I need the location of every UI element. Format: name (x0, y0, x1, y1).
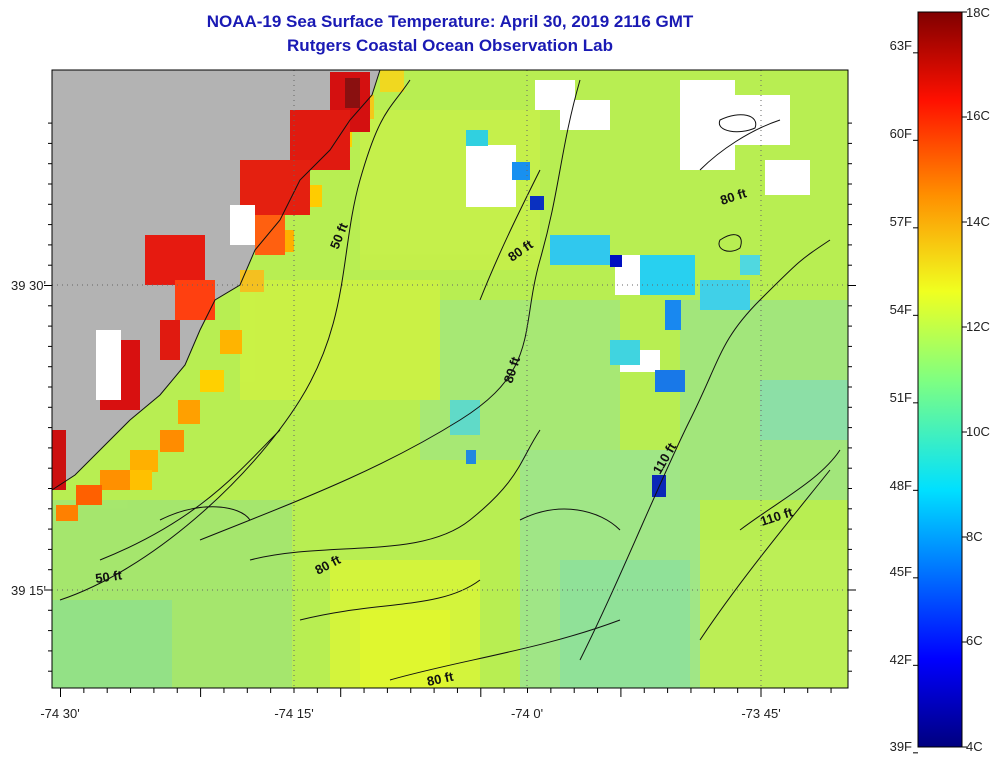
lat-label: 39 30' (11, 278, 46, 293)
cold-water-patches (450, 130, 760, 497)
graticule (52, 70, 848, 688)
cloud-mask (96, 80, 810, 400)
colorbar-f-label: 39F (890, 739, 912, 754)
contour-label: 80 ft (426, 669, 456, 689)
colorbar-c-label: 16C (966, 108, 990, 123)
colorbar-c-label: 6C (966, 633, 983, 648)
colorbar-f-label: 51F (890, 390, 912, 405)
map-subtitle: Rutgers Coastal Ocean Observation Lab (287, 36, 613, 55)
colorbar-c-label: 14C (966, 214, 990, 229)
lat-label: 39 15' (11, 583, 46, 598)
colorbar-f-label: 42F (890, 652, 912, 667)
colorbar-f-label: 60F (890, 126, 912, 141)
lon-label: -74 0' (511, 706, 543, 721)
colorbar-c-label: 18C (966, 5, 990, 20)
colorbar-c-label: 4C (966, 739, 983, 754)
colorbar-c-label: 10C (966, 424, 990, 439)
colorbar-c-label: 8C (966, 529, 983, 544)
map-frame (51, 69, 849, 689)
temperature-field (52, 110, 848, 688)
contour-label: 50 ft (94, 567, 123, 586)
map-title: NOAA-19 Sea Surface Temperature: April 3… (206, 12, 694, 31)
colorbar-f-label: 57F (890, 214, 912, 229)
colorbar (917, 11, 963, 748)
colorbar-c-label: 12C (966, 319, 990, 334)
colorbar-f-label: 48F (890, 478, 912, 493)
lon-label: -74 30' (40, 706, 79, 721)
colorbar-f-label: 63F (890, 38, 912, 53)
lon-label: -74 15' (274, 706, 313, 721)
colorbar-f-label: 45F (890, 564, 912, 579)
colorbar-f-label: 54F (890, 302, 912, 317)
lon-label: -73 45' (741, 706, 780, 721)
isobath-contours (59, 79, 841, 681)
